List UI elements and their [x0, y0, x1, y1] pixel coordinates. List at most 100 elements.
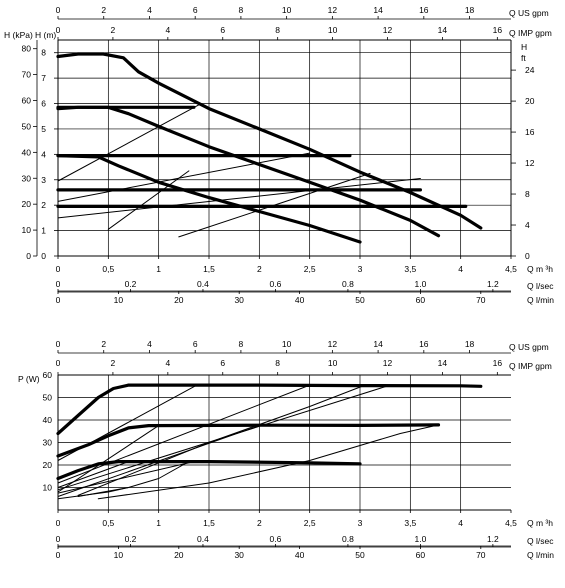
- series-curve: [56, 105, 441, 238]
- system-curve: [57, 152, 311, 202]
- series-curve: [56, 52, 483, 230]
- ft-tick-label: 12: [525, 158, 535, 168]
- h-m-tick-label: 1: [41, 226, 46, 236]
- us-gpm-tick-label: 2: [101, 339, 106, 349]
- kpa-tick-label: 70: [22, 70, 32, 80]
- h-m-tick-label: 2: [41, 200, 46, 210]
- imp-gpm-tick-label: 12: [383, 25, 393, 35]
- us-gpm-tick-label: 16: [419, 5, 429, 15]
- us-gpm-tick-label: 8: [239, 5, 244, 15]
- ft-axis-label-h: H: [521, 42, 527, 52]
- m3h-tick-label: 0,5: [102, 264, 114, 274]
- imp-gpm-tick-label: 2: [111, 358, 116, 368]
- m3h-tick-label: 4: [458, 518, 463, 528]
- l-sec-tick-label: 0.2: [125, 534, 137, 544]
- p-w-axis-label: P (W): [18, 374, 40, 384]
- us-gpm-tick-label: 6: [193, 5, 198, 15]
- l-min-tick-label: 40: [295, 550, 305, 560]
- kpa-tick-label: 30: [22, 173, 32, 183]
- system-curve: [57, 178, 421, 219]
- l-sec-tick-label: 0.4: [197, 534, 209, 544]
- imp-gpm-tick-label: 0: [56, 25, 61, 35]
- system-curve: [97, 424, 439, 500]
- system-curve: [107, 170, 190, 230]
- imp-gpm-tick-label: 14: [438, 358, 448, 368]
- us-gpm-tick-label: 0: [56, 339, 61, 349]
- h-m-tick-label: 8: [41, 48, 46, 58]
- us-gpm-tick-label: 18: [465, 5, 475, 15]
- l-sec-tick-label: 1.0: [414, 534, 426, 544]
- us-gpm-tick-label: 0: [56, 5, 61, 15]
- kpa-tick-label: 60: [22, 96, 32, 106]
- l-min-tick-label: 0: [56, 550, 61, 560]
- kpa-tick-label: 40: [22, 147, 32, 157]
- imp-gpm-tick-label: 14: [438, 25, 448, 35]
- series-curve: [56, 423, 441, 458]
- l-min-axis-label: Q l/min: [527, 550, 554, 560]
- l-sec-tick-label: 0: [56, 279, 61, 289]
- us-gpm-tick-label: 10: [282, 339, 292, 349]
- l-sec-tick-label: 0.4: [197, 279, 209, 289]
- l-min-tick-label: 20: [174, 550, 184, 560]
- kpa-tick-label: 20: [22, 199, 32, 209]
- l-min-tick-label: 10: [114, 550, 124, 560]
- p-w-tick-label: 30: [43, 438, 53, 448]
- m3h-tick-label: 2: [257, 264, 262, 274]
- h-m-tick-label: 3: [41, 175, 46, 185]
- imp-gpm-tick-label: 12: [383, 358, 393, 368]
- l-sec-tick-label: 0: [56, 534, 61, 544]
- us-gpm-tick-label: 16: [419, 339, 429, 349]
- m3h-tick-label: 1,5: [203, 518, 215, 528]
- m3h-tick-label: 4: [458, 264, 463, 274]
- kpa-tick-label: 50: [22, 121, 32, 131]
- m3h-tick-label: 4,5: [505, 264, 517, 274]
- imp-gpm-tick-label: 8: [275, 25, 280, 35]
- p-w-tick-label: 50: [43, 393, 53, 403]
- system-curve: [57, 461, 129, 488]
- m3h-tick-label: 2: [257, 518, 262, 528]
- series-curve: [56, 460, 362, 481]
- m3h-tick-label: 0,5: [102, 518, 114, 528]
- l-sec-tick-label: 0.6: [270, 279, 282, 289]
- system-curve: [57, 384, 311, 484]
- system-curve: [57, 104, 200, 182]
- l-sec-axis-label: Q l/sec: [527, 281, 554, 291]
- m3h-tick-label: 4,5: [505, 518, 517, 528]
- imp-gpm-tick-label: 0: [56, 358, 61, 368]
- l-min-axis-label: Q l/min: [527, 295, 554, 305]
- p-w-tick-label: 10: [43, 483, 53, 493]
- l-min-tick-label: 30: [234, 550, 244, 560]
- l-sec-tick-label: 1.2: [487, 534, 499, 544]
- m3h-tick-label: 2,5: [304, 264, 316, 274]
- l-min-tick-label: 40: [295, 295, 305, 305]
- p-w-tick-label: 60: [43, 370, 53, 380]
- kpa-tick-label: 80: [22, 44, 32, 54]
- us-gpm-tick-label: 6: [193, 339, 198, 349]
- us-gpm-tick-label: 12: [328, 339, 338, 349]
- us-gpm-tick-label: 14: [373, 339, 383, 349]
- ft-tick-label: 16: [525, 127, 535, 137]
- ft-tick-label: 8: [525, 189, 530, 199]
- h-m-axis-label: H (m): [35, 30, 56, 40]
- us-gpm-tick-label: 8: [239, 339, 244, 349]
- p-w-tick-label: 40: [43, 415, 53, 425]
- imp-gpm-tick-label: 4: [165, 25, 170, 35]
- l-min-tick-label: 60: [416, 550, 426, 560]
- m3h-tick-label: 2,5: [304, 518, 316, 528]
- m3h-axis-label: Q m ³h: [527, 518, 553, 528]
- l-min-tick-label: 20: [174, 295, 184, 305]
- m3h-tick-label: 3,5: [404, 264, 416, 274]
- ft-tick-label: 24: [525, 65, 535, 75]
- us-gpm-tick-label: 10: [282, 5, 292, 15]
- system-curve: [57, 461, 195, 494]
- h-m-tick-label: 6: [41, 99, 46, 109]
- system-curve: [57, 384, 198, 461]
- imp-gpm-tick-label: 4: [165, 358, 170, 368]
- l-sec-tick-label: 0.8: [342, 534, 354, 544]
- series-curve: [56, 383, 483, 436]
- system-curve: [178, 172, 371, 238]
- l-min-tick-label: 10: [114, 295, 124, 305]
- imp-gpm-tick-label: 6: [220, 358, 225, 368]
